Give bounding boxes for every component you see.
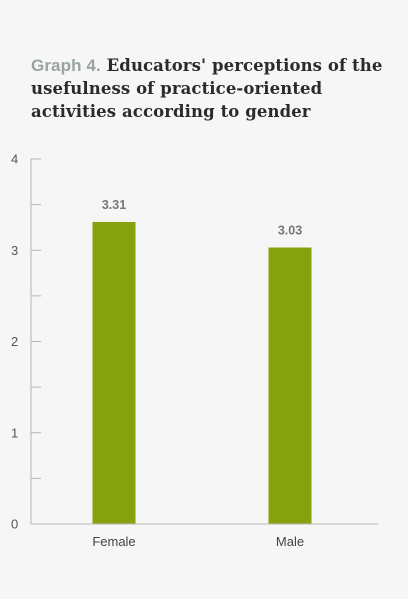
x-category-label: Male [276,534,304,549]
x-axis: Female Male [31,523,378,549]
bars: 3.31 3.03 [92,198,312,524]
chart-title: Graph 4. Educators' perceptions of the u… [31,54,391,123]
y-tick-label: 1 [11,425,18,440]
chart-title-text: Educators' perceptions of the usefulness… [31,56,383,121]
value-label: 3.31 [102,198,126,212]
y-axis: 0 1 2 3 4 [11,152,41,532]
y-tick-label: 2 [11,334,18,349]
x-category-label: Female [92,534,135,549]
y-tick-label: 4 [11,152,18,167]
y-tick-label: 3 [11,243,18,258]
y-tick-label: 0 [11,517,18,532]
value-label: 3.03 [278,224,302,238]
bar-female [92,221,136,524]
chart-title-prefix: Graph 4. [31,56,101,75]
bar-male [268,247,312,524]
